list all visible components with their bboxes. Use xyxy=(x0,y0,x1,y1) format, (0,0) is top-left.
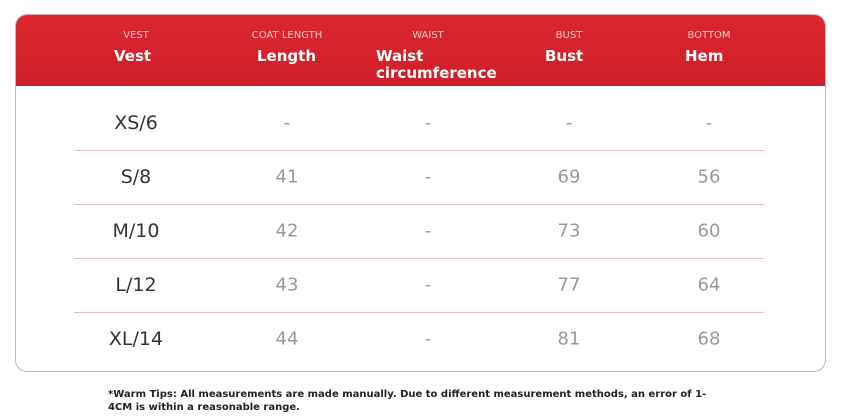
measurement: - xyxy=(424,166,432,188)
footnote: *Warm Tips: All measurements are made ma… xyxy=(108,389,707,413)
column-label: Waist circumference xyxy=(376,47,497,82)
column-code: BUST xyxy=(555,30,583,41)
row-separator xyxy=(74,312,764,313)
measurement: 81 xyxy=(557,328,581,350)
measurement: 77 xyxy=(557,274,581,296)
measurement: - xyxy=(283,112,291,134)
size-label: XS/6 xyxy=(114,112,158,134)
column-code: COAT LENGTH xyxy=(251,30,323,41)
measurement: 64 xyxy=(697,274,721,296)
size-label: M/10 xyxy=(112,220,160,242)
measurement: 44 xyxy=(275,328,299,350)
measurement: 42 xyxy=(275,220,299,242)
measurement: 60 xyxy=(697,220,721,242)
measurement: - xyxy=(424,220,432,242)
column-label: Hem xyxy=(685,47,724,65)
column-code: WAIST xyxy=(412,30,444,41)
measurement: - xyxy=(424,328,432,350)
size-label: XL/14 xyxy=(108,328,164,350)
column-label: Length xyxy=(257,47,316,65)
measurement: - xyxy=(565,112,573,134)
measurement: 43 xyxy=(275,274,299,296)
column-code: BOTTOM xyxy=(687,30,731,41)
measurement: - xyxy=(424,112,432,134)
measurement: 69 xyxy=(557,166,581,188)
measurement: 56 xyxy=(697,166,721,188)
measurement: - xyxy=(424,274,432,296)
measurement: 73 xyxy=(557,220,581,242)
row-separator xyxy=(74,150,764,151)
measurement: - xyxy=(705,112,713,134)
size-label: L/12 xyxy=(115,274,157,296)
size-table: VEST Vest COAT LENGTH Length WAIST Waist circ… xyxy=(15,14,826,372)
table-header: VEST Vest COAT LENGTH Length WAIST Waist circ… xyxy=(16,15,825,86)
column-code: VEST xyxy=(123,30,149,41)
column-label: Vest xyxy=(114,47,152,65)
measurement: 68 xyxy=(697,328,721,350)
row-separator xyxy=(74,258,764,259)
measurement: 41 xyxy=(275,166,299,188)
size-label: S/8 xyxy=(120,166,152,188)
row-separator xyxy=(74,204,764,205)
column-label: Bust xyxy=(545,47,584,65)
